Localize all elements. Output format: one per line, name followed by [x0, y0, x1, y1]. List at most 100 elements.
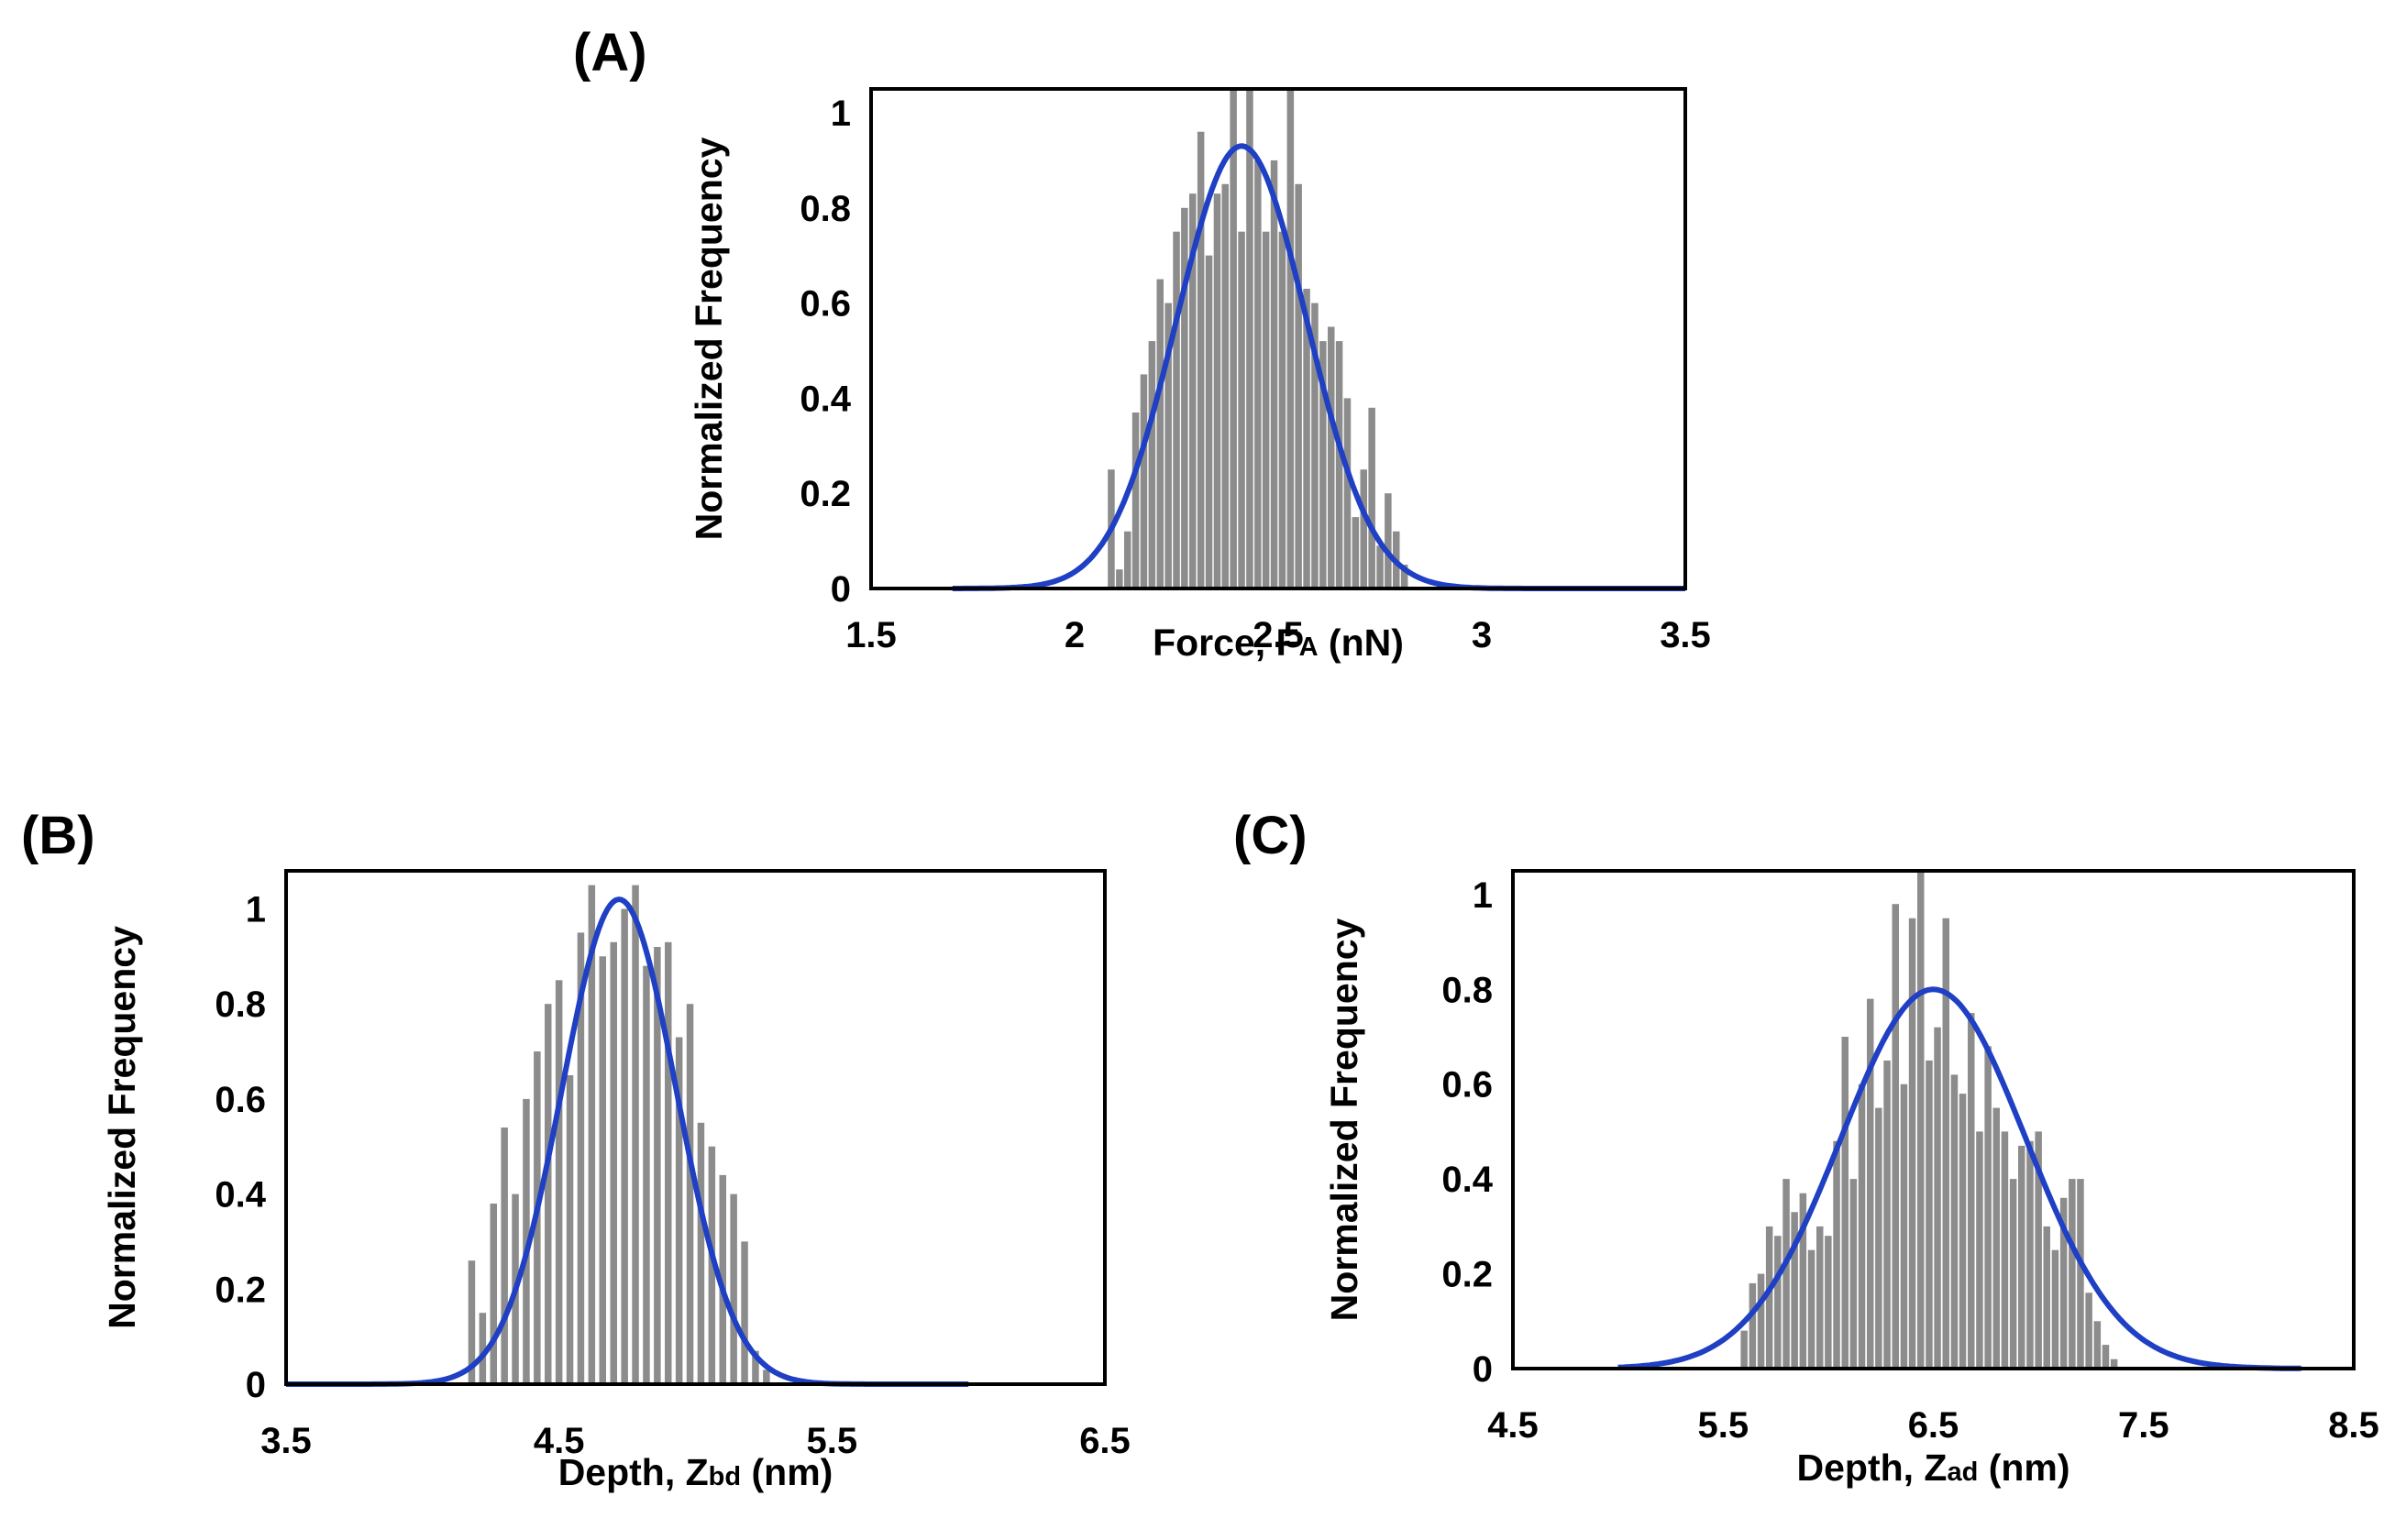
y-axis-title: Normalized Frequency [1323, 918, 1365, 1321]
histogram-bar [2035, 1131, 2042, 1369]
histogram-bar [2077, 1179, 2084, 1369]
x-tick-label: 3.5 [1660, 615, 1711, 655]
histogram-bar [566, 1075, 574, 1384]
plot-frame [869, 87, 1687, 590]
histogram-bar [1774, 1236, 1782, 1369]
histogram-bar [523, 1098, 530, 1384]
histogram-bar [730, 1194, 737, 1384]
histogram-bar [1124, 531, 1131, 588]
histogram-bar [1858, 1084, 1866, 1369]
histogram-bar [555, 980, 563, 1384]
histogram-bar [2051, 1249, 2059, 1369]
histogram-bar [654, 947, 661, 1384]
histogram-bar [719, 1174, 726, 1384]
x-tick-label: 5.5 [806, 1421, 857, 1461]
histogram-bar [1807, 1249, 1816, 1369]
histogram-bar [1343, 398, 1352, 588]
histogram-bar [1270, 160, 1278, 588]
histogram-bar [1841, 1037, 1849, 1369]
histogram-bar [1849, 1179, 1858, 1369]
histogram-bar [1908, 918, 1916, 1369]
histogram-bar [1173, 231, 1180, 588]
histogram-bar [577, 932, 585, 1384]
y-tick-label: 0.2 [215, 1270, 266, 1310]
histogram-bar [2110, 1358, 2118, 1369]
histogram-bar [1765, 1226, 1773, 1369]
y-tick-label: 0.2 [1441, 1255, 1493, 1295]
histogram-bar [2009, 1179, 2017, 1369]
histogram-bar [2043, 1226, 2050, 1369]
histogram-bar [1286, 89, 1295, 588]
histogram-bar [2026, 1140, 2034, 1369]
x-tick-label: 4.5 [1487, 1405, 1539, 1446]
x-tick-label: 3.5 [260, 1421, 312, 1461]
y-tick-label: 1 [831, 94, 851, 134]
histogram-bar [1376, 545, 1384, 588]
x-tick-label: 4.5 [534, 1421, 585, 1461]
histogram-bar [1360, 469, 1367, 588]
histogram-bar [1189, 193, 1197, 588]
y-tick-label: 0 [831, 569, 851, 610]
panel-label: (A) [573, 23, 647, 82]
y-tick-label: 0.2 [800, 474, 851, 514]
histogram-bar [1942, 918, 1949, 1369]
x-tick-label: 6.5 [1079, 1421, 1131, 1461]
histogram-bar [1791, 1212, 1798, 1369]
y-axis-title: Normalized Frequency [101, 926, 143, 1329]
histogram-bar [2069, 1179, 2076, 1369]
histogram-bar [1883, 1060, 1891, 1369]
histogram-bar [1352, 517, 1360, 588]
gaussian-fit-curve [952, 143, 1685, 591]
x-axis-title: Depth, Zad (nm) [1796, 1446, 2069, 1489]
histogram-bar [1385, 493, 1392, 588]
gaussian-fit-curve [1617, 986, 2301, 1371]
histogram-bar [763, 1370, 770, 1384]
histogram-bar [1254, 160, 1262, 588]
histogram-bar [1335, 341, 1343, 588]
y-tick-label: 0.8 [215, 984, 266, 1025]
histogram-bar [1164, 302, 1172, 588]
histogram-bar [1221, 183, 1229, 589]
y-tick-label: 0 [246, 1365, 266, 1405]
histogram-bar [1197, 131, 1205, 588]
histogram-bar [1148, 341, 1156, 588]
y-tick-label: 0.4 [215, 1175, 266, 1216]
histogram-bar [1976, 1131, 1983, 1369]
histogram-bar [1992, 1107, 2000, 1369]
y-tick-label: 0 [1473, 1349, 1493, 1390]
x-tick-label: 3 [1472, 615, 1492, 655]
histogram-bar [1295, 183, 1302, 589]
y-tick-label: 1 [246, 890, 266, 930]
y-tick-label: 0.8 [1441, 970, 1493, 1010]
histogram-bar [1816, 1226, 1824, 1369]
histogram-bar [675, 1037, 683, 1384]
histogram-bar [1900, 1084, 1908, 1369]
histogram-bar [1368, 407, 1375, 588]
histogram-bar [501, 1128, 508, 1384]
histogram-bar [1213, 193, 1221, 588]
histogram-bar [1892, 904, 1899, 1369]
x-tick-label: 6.5 [1908, 1405, 1959, 1446]
plot-frame [284, 869, 1107, 1386]
histogram-bar [1782, 1179, 1790, 1369]
histogram-bar [1328, 326, 1335, 588]
histogram-bar [588, 885, 596, 1384]
histogram-bar [1246, 89, 1253, 588]
histogram-bar [1238, 231, 1245, 588]
histogram-bar [1181, 207, 1188, 589]
x-tick-label: 2 [1065, 615, 1085, 655]
x-axis-title: Depth, Zbd (nm) [558, 1451, 833, 1493]
histogram-bar [1740, 1330, 1748, 1369]
panel-a-histogram: 0 0.2 0.4 0.6 0.8 1 1.5 2 2.5 3 3.5 Normalized Freq… [573, 23, 1711, 664]
y-tick-label: 1 [1473, 875, 1493, 916]
panel-c-histogram: 0 0.2 0.4 0.6 0.8 1 4.5 5.5 6.5 7.5 8.5 Normalized … [1233, 806, 2379, 1489]
histogram-bar [1984, 1046, 1992, 1369]
histogram-bar [479, 1313, 487, 1384]
histogram-bar [752, 1350, 759, 1384]
histogram-bar [599, 956, 606, 1384]
histogram-bar [1131, 412, 1140, 588]
y-tick-label: 0.6 [1441, 1065, 1493, 1106]
histogram-bar [643, 965, 650, 1384]
histogram-bar [1156, 279, 1164, 588]
